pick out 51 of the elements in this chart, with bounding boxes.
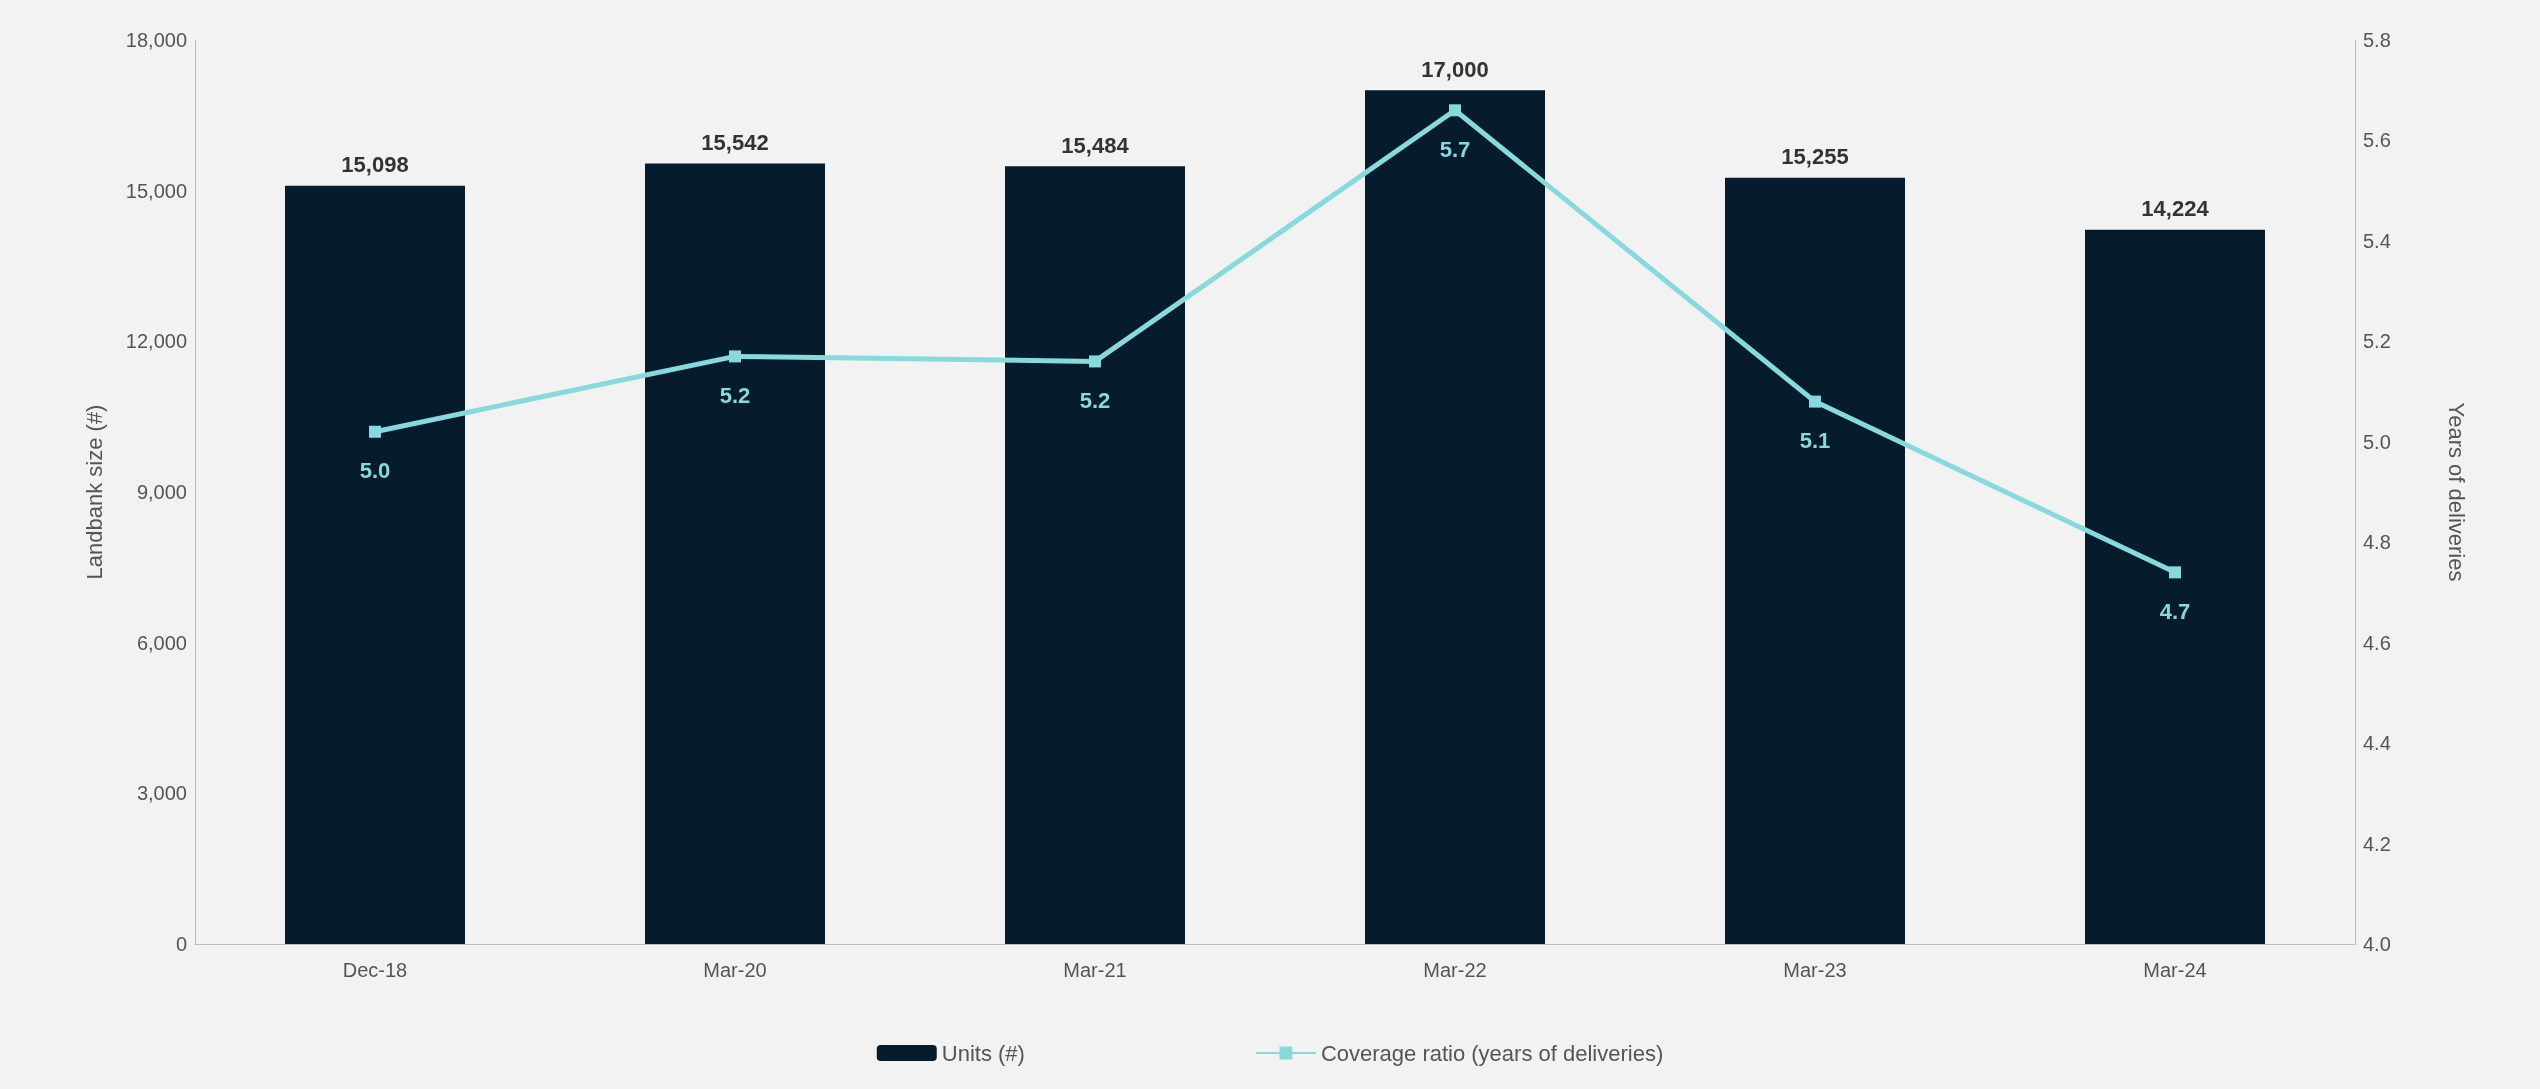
data-label: 5.7 [1439, 136, 1471, 162]
data-label: 5.2 [1079, 387, 1111, 413]
y-tick-label: 6,000 [136, 631, 187, 654]
x-tick-label: Mar-20 [703, 959, 767, 981]
data-label: 15,098 [341, 152, 409, 178]
data-label: 15,542 [701, 129, 769, 155]
bar [2085, 229, 2265, 944]
legend-label: Units (#) [941, 1040, 1025, 1066]
x-tick-label: Mar-21 [1063, 959, 1127, 981]
y-tick-label: 12,000 [125, 330, 187, 353]
point [1089, 355, 1101, 368]
data-label: 5.2 [719, 382, 751, 408]
data-label: 15,255 [1781, 144, 1849, 170]
y-tick-label: 9,000 [136, 481, 187, 503]
y-axis-title: Landbank size (#) [81, 404, 107, 580]
point [729, 350, 741, 363]
y2-tick-label: 4.6 [2363, 631, 2391, 654]
x-tick-label: Mar-24 [2143, 959, 2207, 981]
bar [1005, 166, 1185, 944]
y-tick-label: 0 [175, 933, 187, 955]
y2-tick-label: 5.4 [2363, 229, 2391, 252]
data-label: 4.7 [2159, 598, 2191, 624]
point [1809, 395, 1821, 408]
data-label: 17,000 [1421, 56, 1489, 82]
legend-label: Coverage ratio (years of deliveries) [1320, 1040, 1664, 1066]
bar [1725, 177, 1905, 944]
y-tick-label: 18,000 [125, 29, 187, 51]
bar [645, 163, 825, 944]
point [1449, 104, 1461, 117]
y2-tick-label: 5.8 [2363, 29, 2391, 51]
y2-tick-label: 5.6 [2363, 129, 2391, 152]
y2-tick-label: 4.0 [2363, 933, 2391, 955]
y2-tick-label: 4.8 [2363, 531, 2391, 554]
point [2169, 566, 2181, 579]
y2-tick-label: 5.0 [2363, 430, 2391, 453]
data-label: 14,224 [2141, 196, 2210, 222]
bar [1365, 90, 1545, 944]
y-tick-label: 15,000 [125, 179, 187, 202]
x-tick-label: Dec-18 [342, 959, 408, 981]
y2-tick-label: 4.4 [2363, 732, 2391, 755]
y2-tick-label: 4.2 [2363, 832, 2391, 855]
data-label: 5.1 [1799, 428, 1831, 454]
data-label: 15,484 [1061, 132, 1130, 158]
x-tick-label: Mar-23 [1783, 959, 1847, 981]
x-tick-label: Mar-22 [1423, 959, 1487, 981]
y2-tick-label: 5.2 [2363, 330, 2391, 353]
y-tick-label: 3,000 [136, 782, 187, 805]
bar [285, 185, 465, 944]
point [369, 425, 381, 438]
y2-axis-title: Years of deliveries [2443, 402, 2469, 582]
data-label: 5.0 [359, 458, 391, 484]
